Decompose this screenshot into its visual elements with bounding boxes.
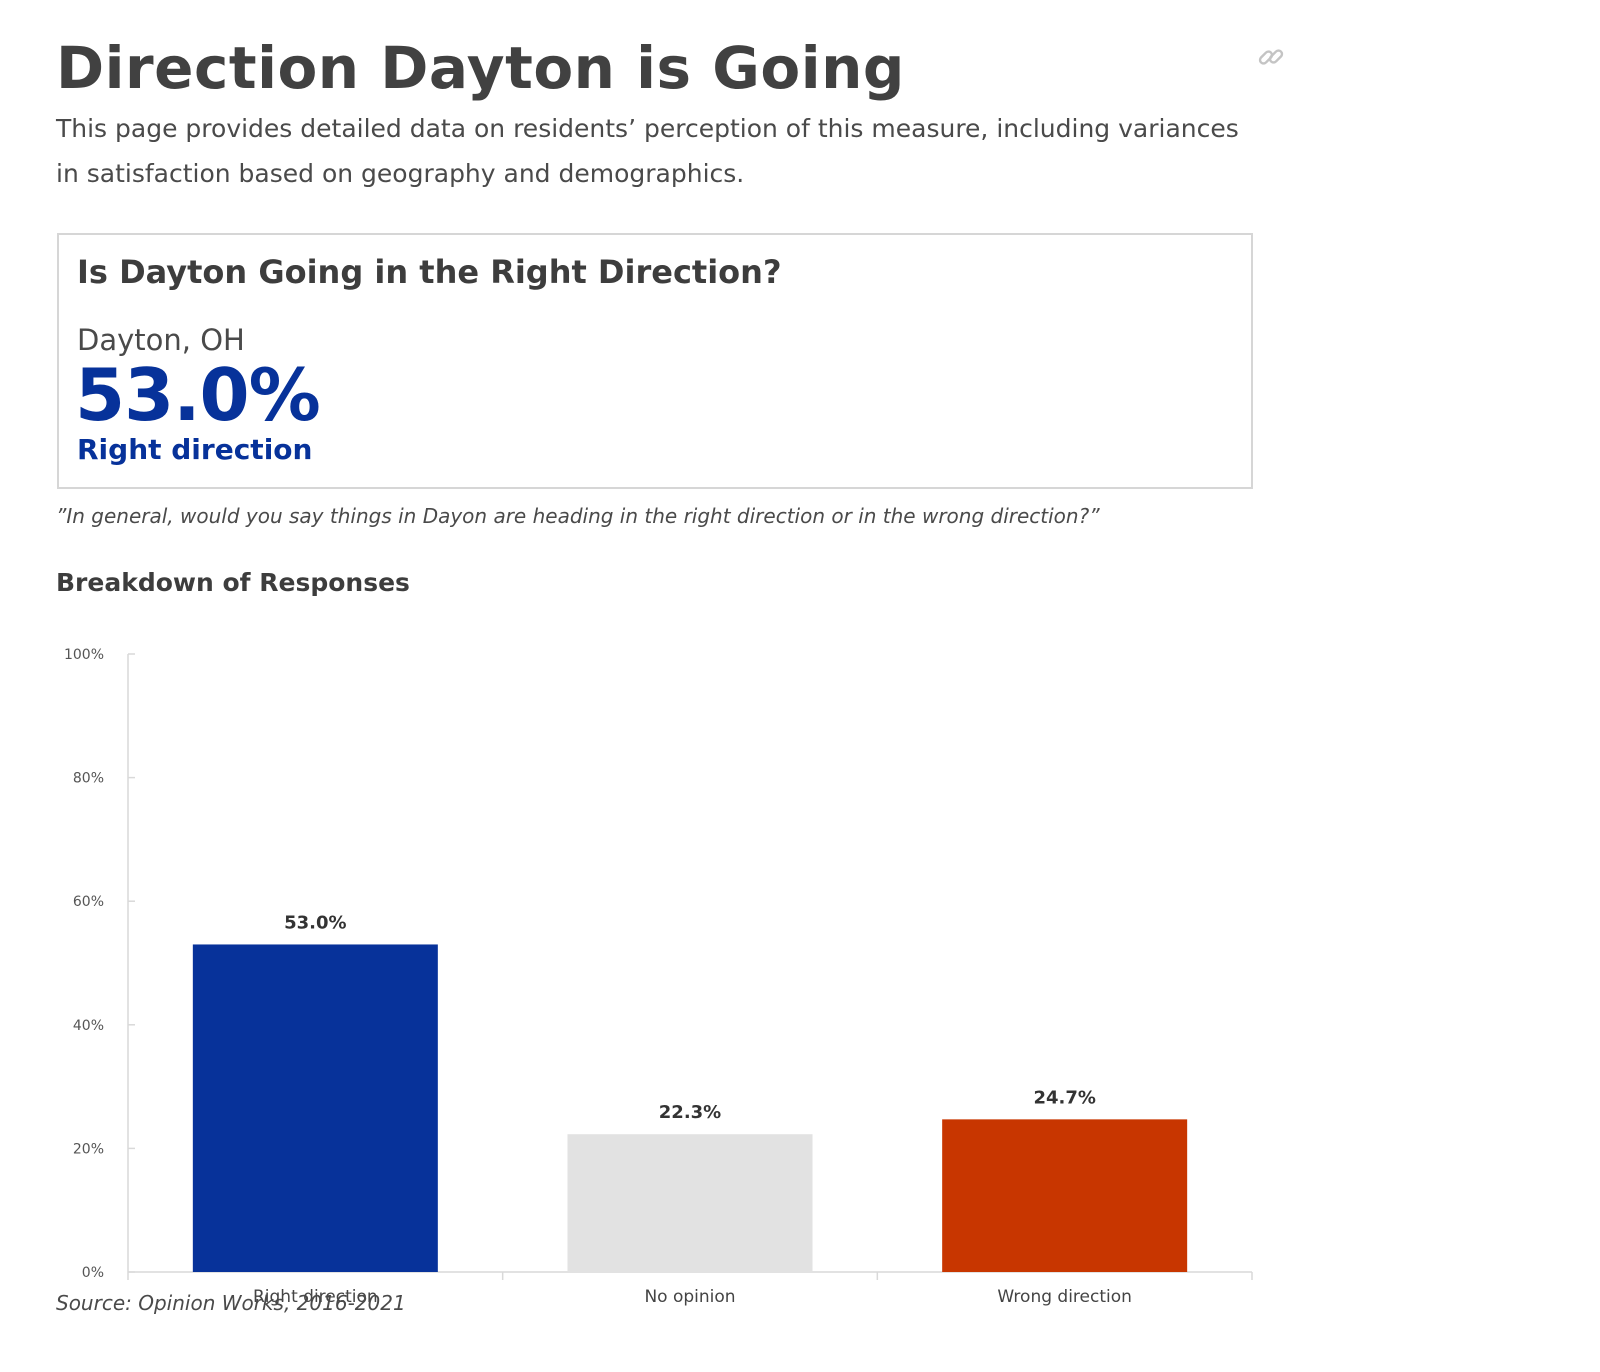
- y-tick-label: 40%: [73, 1018, 104, 1034]
- link-icon[interactable]: [1256, 42, 1286, 72]
- data-label: 24.7%: [1033, 1087, 1095, 1108]
- bar: [942, 1119, 1188, 1272]
- page-description: This page provides detailed data on resi…: [56, 114, 1239, 188]
- survey-question: ”In general, would you say things in Day…: [56, 504, 1100, 528]
- y-tick-label: 0%: [82, 1265, 104, 1281]
- source-note: Source: Opinion Works, 2016-2021: [56, 1291, 406, 1315]
- big-stat-value: 53.0%: [75, 353, 321, 437]
- page-title: Direction Dayton is Going: [56, 34, 905, 102]
- y-tick-label: 80%: [73, 771, 104, 787]
- y-tick-label: 60%: [73, 894, 104, 910]
- x-category-label: No opinion: [644, 1287, 735, 1307]
- bar: [567, 1134, 813, 1272]
- location-label: Dayton, OH: [77, 323, 245, 357]
- x-category-label: Wrong direction: [997, 1287, 1132, 1307]
- summary-card: Is Dayton Going in the Right Direction? …: [57, 233, 1253, 489]
- bar: [192, 944, 438, 1272]
- big-stat-label: Right direction: [77, 433, 313, 466]
- data-label: 22.3%: [659, 1102, 721, 1123]
- card-title: Is Dayton Going in the Right Direction?: [77, 253, 782, 291]
- section-title: Breakdown of Responses: [56, 568, 410, 597]
- y-tick-label: 100%: [64, 647, 104, 663]
- y-tick-label: 20%: [73, 1141, 104, 1157]
- data-label: 53.0%: [284, 912, 346, 933]
